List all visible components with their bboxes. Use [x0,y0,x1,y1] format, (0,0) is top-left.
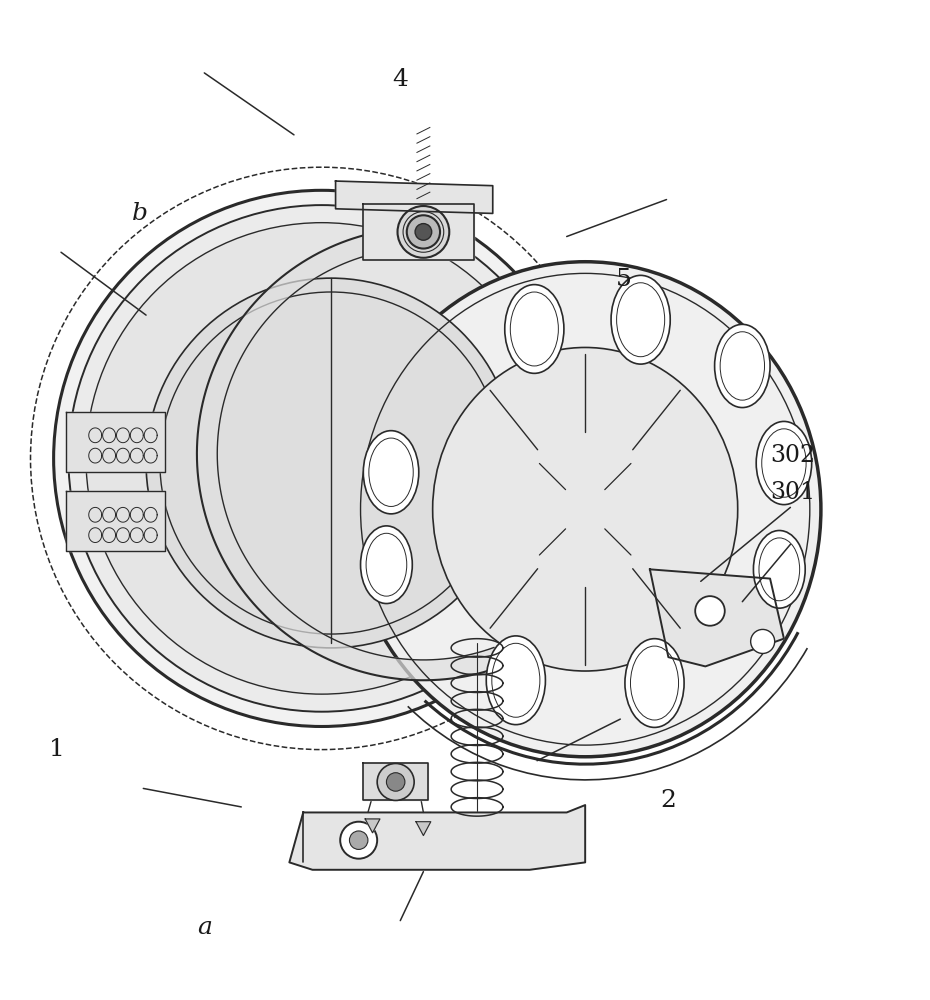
Text: a: a [197,916,212,939]
Ellipse shape [69,205,575,712]
Text: 2: 2 [660,789,676,812]
Ellipse shape [432,347,737,671]
Text: b: b [132,202,148,225]
Ellipse shape [611,275,671,364]
Ellipse shape [406,215,440,249]
Ellipse shape [86,223,557,694]
Polygon shape [197,231,501,680]
Ellipse shape [415,224,432,240]
Ellipse shape [753,531,805,608]
Polygon shape [336,181,493,213]
Ellipse shape [387,773,405,791]
Ellipse shape [756,421,812,505]
Polygon shape [66,412,165,472]
Ellipse shape [505,285,564,373]
Text: 302: 302 [771,444,816,467]
Ellipse shape [146,278,516,648]
Ellipse shape [486,636,545,725]
Ellipse shape [397,206,449,258]
Text: 5: 5 [616,268,632,291]
Ellipse shape [378,763,414,800]
Polygon shape [364,763,428,800]
Ellipse shape [625,639,684,727]
Ellipse shape [340,822,378,859]
Text: 4: 4 [392,68,408,91]
Polygon shape [66,491,165,551]
Text: 1: 1 [48,738,64,761]
Polygon shape [364,204,474,260]
Polygon shape [289,805,585,870]
Ellipse shape [696,596,724,626]
Ellipse shape [350,831,368,849]
Polygon shape [365,819,380,833]
Ellipse shape [54,190,590,726]
Ellipse shape [751,629,775,653]
Text: 301: 301 [771,481,816,504]
Polygon shape [650,569,784,666]
Ellipse shape [361,526,412,604]
Polygon shape [416,822,431,836]
Ellipse shape [714,324,770,408]
Ellipse shape [350,262,821,757]
Ellipse shape [364,431,418,514]
